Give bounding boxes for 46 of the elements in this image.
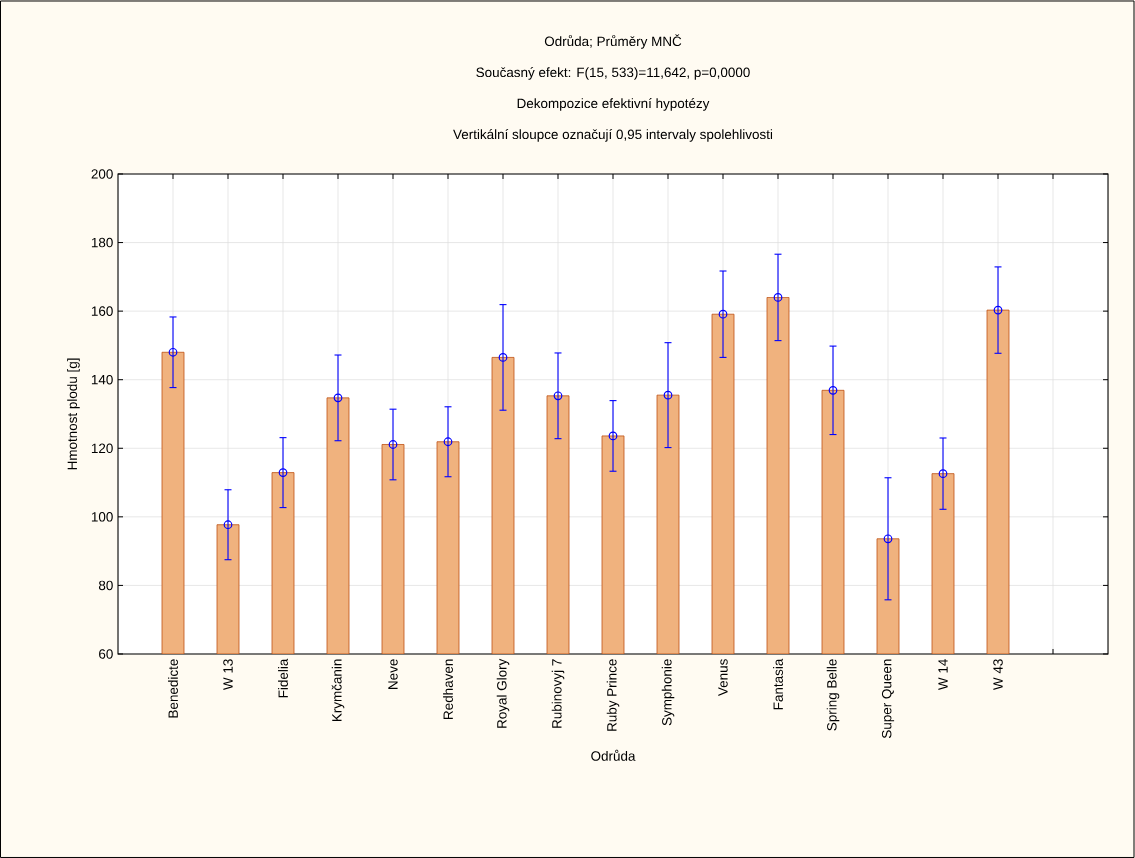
point: [223, 520, 233, 530]
point: [388, 440, 398, 449]
y-axis-title: Hmotnost plodu [g]: [67, 358, 80, 470]
x-tick-label: Neve: [388, 659, 398, 689]
point: [333, 393, 343, 403]
x-tick-label: W 43: [993, 659, 1003, 690]
y-tick-label: 140: [91, 374, 113, 385]
x-tick-label: Benedicte: [168, 659, 178, 718]
x-tick-label: Krymčanin: [331, 659, 345, 722]
point: [883, 534, 893, 544]
point: [443, 437, 453, 447]
x-tick-label: Royal Glory: [496, 658, 510, 728]
point: [993, 305, 1003, 315]
x-tick-label: Redhaven: [443, 659, 453, 719]
point: [553, 391, 563, 401]
point: [773, 293, 783, 302]
x-tick-label: Ruby Prince: [606, 659, 620, 731]
x-tick-label: Venus: [718, 659, 728, 696]
y-tick-label: 200: [91, 169, 113, 179]
point: [828, 385, 838, 395]
x-tick-label: Fantasia: [773, 658, 783, 710]
x-tick-label: W 14: [938, 659, 948, 690]
point: [938, 469, 948, 479]
x-axis-title: Odrůda: [591, 749, 636, 761]
x-tick-label: Rubinovyj 7: [551, 659, 565, 728]
point: [278, 468, 288, 477]
y-tick-label: 60: [99, 649, 113, 659]
text: Dekompozice efektivní hypotézy: [517, 98, 710, 111]
point: [663, 390, 673, 400]
x-tick-label: Spring Belle: [826, 659, 840, 731]
x-tick-label: W 13: [223, 659, 233, 690]
chart-title: Odrůda; Průměry MNČ: [544, 34, 682, 49]
y-tick-label: 160: [91, 306, 113, 316]
y-tick-label: 120: [91, 443, 113, 454]
chart-subtitle: Současný efekt: F(15, 533)=11,642, p=0,0000: [476, 67, 750, 80]
point: [168, 347, 178, 357]
point: [718, 309, 728, 319]
y-tick-label: 80: [98, 580, 113, 591]
y-tick-label: 180: [91, 237, 113, 248]
y-tick-label: 100: [91, 512, 113, 522]
point: [498, 353, 508, 362]
x-tick-label: Fidelia: [278, 658, 288, 698]
x-tick-label: Symphonie: [661, 659, 675, 726]
text: Vertikální sloupce označují 0,95 intervaly spolehlivosti: [453, 129, 773, 142]
point: [608, 431, 618, 441]
x-tick-label: Super Queen: [881, 659, 895, 739]
